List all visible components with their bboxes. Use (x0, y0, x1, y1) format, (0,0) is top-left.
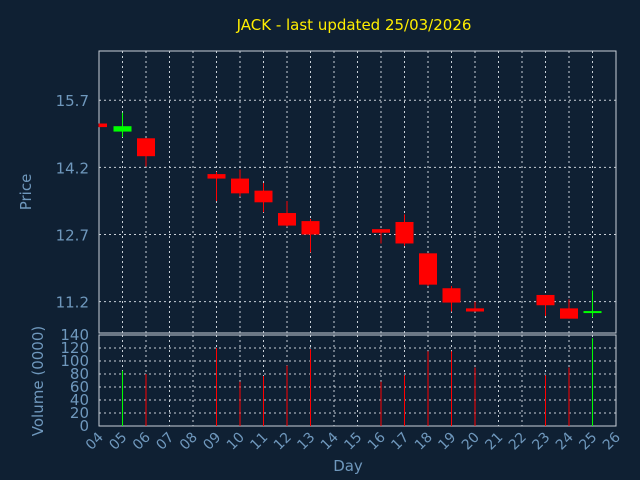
volume-tick-label: 20 (70, 404, 89, 422)
candle-day-23 (536, 294, 555, 316)
volume-tick-label: 140 (60, 326, 89, 344)
candle-body (466, 308, 484, 312)
price-axis: 11.2 12.7 14.2 15.7 (56, 92, 89, 311)
candle-day-17 (395, 214, 414, 246)
volume-axis-label: Volume (0000) (29, 326, 47, 436)
candle-body (301, 221, 320, 235)
candle-day-11 (254, 183, 273, 213)
candle-body (560, 308, 578, 319)
price-tick-label: 11.2 (56, 294, 89, 312)
candle-body (583, 311, 602, 314)
candle-body (99, 123, 107, 128)
volume-tick-label: 80 (70, 365, 89, 383)
candle-day-4 (98, 123, 107, 128)
candle-body (113, 126, 132, 132)
candle-day-24 (560, 299, 578, 319)
candle-day-16 (372, 229, 390, 244)
volume-tick-label: 40 (70, 391, 89, 409)
candle-body (419, 253, 437, 285)
candle-day-10 (231, 169, 249, 197)
candle-body (207, 174, 226, 179)
price-tick-label: 15.7 (56, 92, 89, 110)
candle-body (372, 229, 390, 233)
candles (98, 112, 602, 319)
candle-day-5 (113, 112, 132, 137)
candle-day-13 (301, 218, 320, 253)
volume-tick-label: 0 (79, 417, 89, 435)
price-panel-frame (98, 50, 617, 334)
candle-body (536, 294, 555, 306)
candle-day-25 (583, 290, 602, 318)
price-tick-label: 14.2 (56, 159, 89, 177)
volume-tick-label: 120 (60, 339, 89, 357)
price-tick-label: 12.7 (56, 227, 89, 245)
candle-body (278, 213, 296, 226)
candle-day-20 (466, 301, 484, 312)
candle-body (442, 288, 461, 303)
chart-title: JACK - last updated 25/03/2026 (236, 16, 472, 34)
volume-tick-label: 60 (70, 378, 89, 396)
volume-tick-label: 100 (60, 352, 89, 370)
candle-body (395, 221, 414, 244)
candle-body (137, 138, 155, 157)
candle-day-18 (419, 253, 437, 286)
candle-day-19 (442, 286, 461, 312)
volume-panel-frame (98, 334, 617, 427)
candle-day-9 (207, 171, 226, 201)
candle-day-6 (137, 138, 155, 167)
x-axis-label: Day (333, 457, 363, 475)
candle-day-12 (278, 200, 296, 227)
volume-bars (122, 338, 593, 426)
day-axis: 04 05 06 07 08 09 10 11 12 13 14 15 16 17 18 19 20 21 22 23… (83, 429, 624, 453)
candle-body (254, 190, 273, 203)
candle-body (231, 178, 249, 194)
y-axis-label: Price (17, 174, 35, 211)
